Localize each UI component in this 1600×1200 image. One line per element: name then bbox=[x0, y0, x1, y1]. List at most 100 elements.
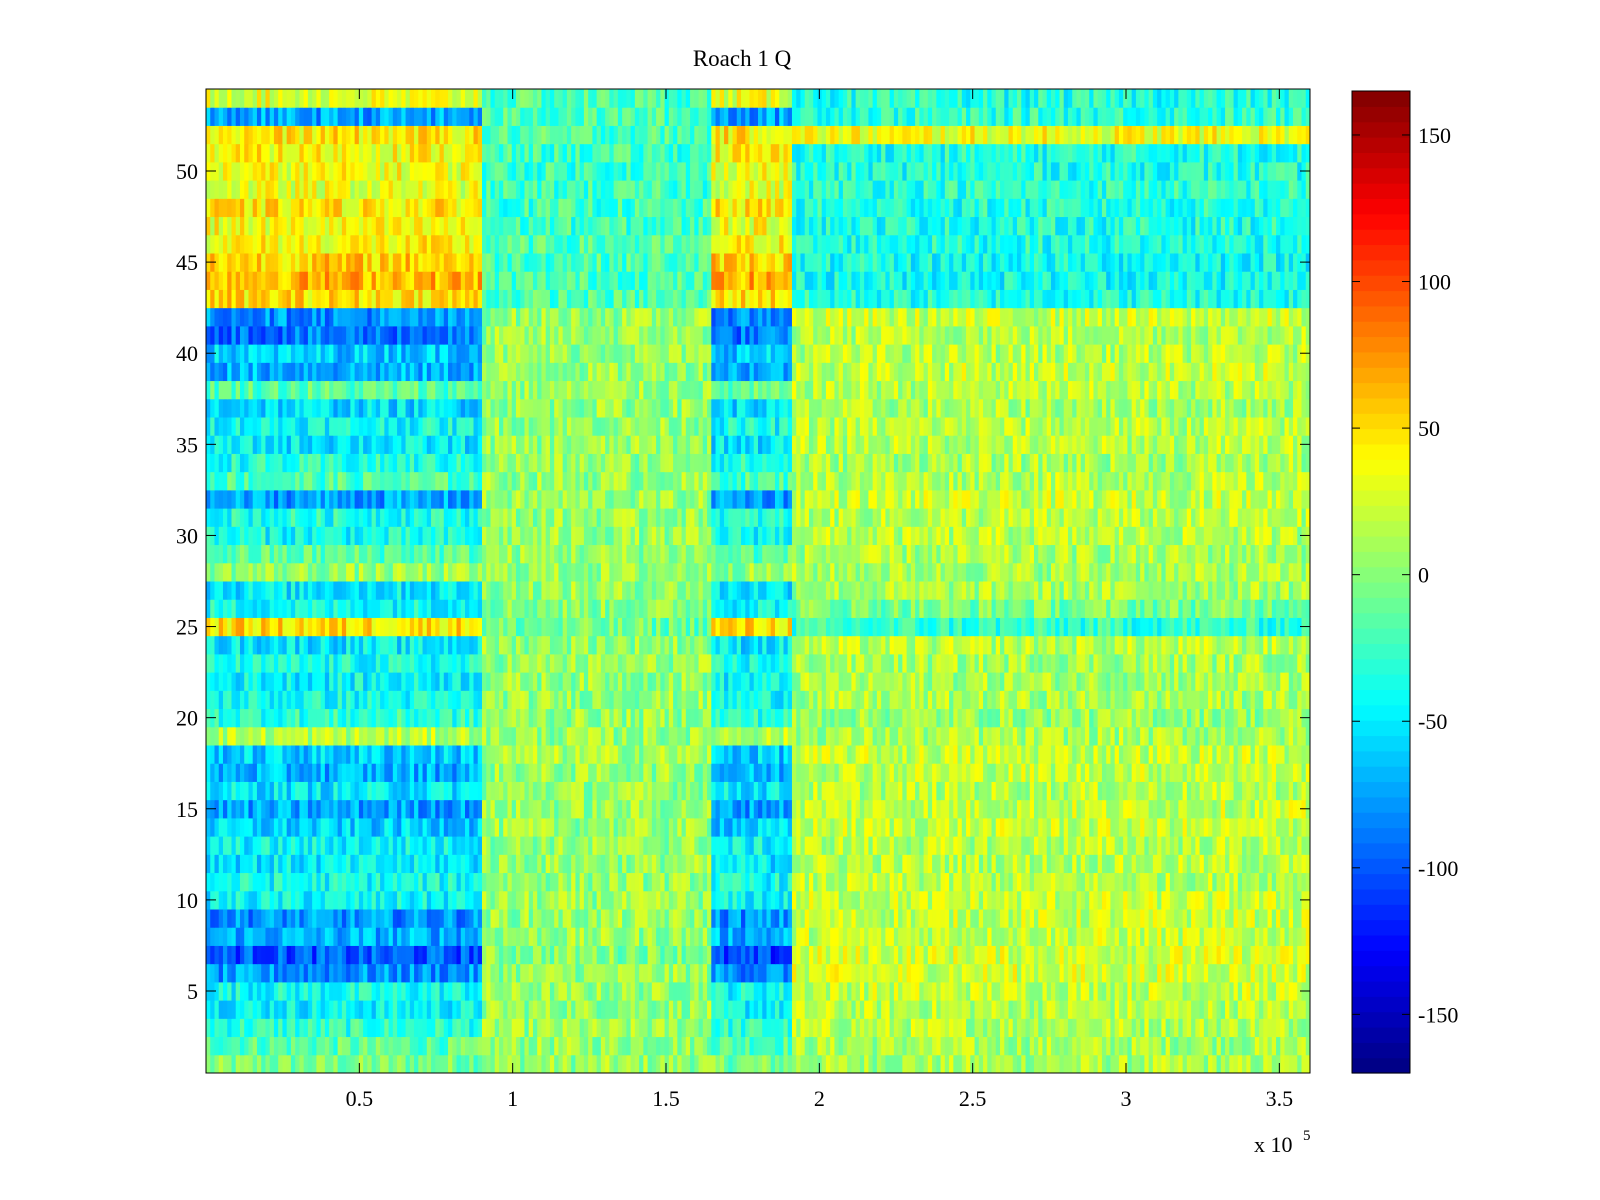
heatmap-cell bbox=[630, 1000, 636, 1019]
heatmap-cell bbox=[1212, 927, 1218, 946]
heatmap-cell bbox=[554, 763, 559, 782]
heatmap-cell bbox=[876, 1018, 882, 1038]
heatmap-cell bbox=[715, 890, 721, 910]
heatmap-cell bbox=[664, 909, 670, 928]
heatmap-cell bbox=[312, 890, 317, 910]
heatmap-cell bbox=[838, 726, 844, 746]
heatmap-cell bbox=[995, 1000, 1001, 1019]
heatmap-cell bbox=[375, 1000, 381, 1019]
heatmap-cell bbox=[1267, 1000, 1273, 1019]
heatmap-cell bbox=[460, 981, 466, 1001]
heatmap-cell bbox=[312, 836, 317, 855]
heatmap-cell bbox=[418, 854, 424, 874]
heatmap-cell bbox=[299, 708, 305, 728]
heatmap-cell bbox=[384, 836, 390, 855]
heatmap-cell bbox=[889, 836, 895, 855]
heatmap-cell bbox=[613, 945, 619, 965]
heatmap-cell bbox=[698, 872, 704, 892]
heatmap-cell bbox=[482, 817, 487, 837]
heatmap-cell bbox=[961, 927, 967, 946]
heatmap-cell bbox=[473, 1000, 479, 1019]
heatmap-cell bbox=[983, 763, 988, 782]
heatmap-cell bbox=[1012, 781, 1018, 801]
heatmap-cell bbox=[1021, 745, 1027, 764]
heatmap-cell bbox=[1042, 836, 1048, 855]
heatmap-cell bbox=[414, 781, 419, 801]
heatmap-cell bbox=[354, 872, 360, 892]
heatmap-cell bbox=[787, 909, 793, 928]
heatmap-cell bbox=[630, 836, 636, 855]
heatmap-cell bbox=[1089, 854, 1094, 874]
heatmap-cell bbox=[753, 945, 759, 965]
heatmap-cell bbox=[545, 1000, 551, 1019]
heatmap-cell bbox=[354, 945, 360, 965]
heatmap-cell bbox=[222, 763, 228, 782]
heatmap-cell bbox=[312, 763, 317, 782]
heatmap-cell bbox=[681, 726, 687, 746]
heatmap-cell bbox=[1148, 817, 1154, 837]
heatmap-cell bbox=[804, 963, 810, 983]
heatmap-cell bbox=[881, 1036, 886, 1056]
heatmap-cell bbox=[995, 781, 1001, 801]
heatmap-cell bbox=[876, 981, 882, 1001]
heatmap-cell bbox=[231, 836, 237, 855]
heatmap-cell bbox=[749, 872, 755, 892]
heatmap-cell bbox=[1038, 726, 1043, 746]
heatmap-cell bbox=[987, 836, 993, 855]
heatmap-cell bbox=[469, 799, 475, 819]
heatmap-cell bbox=[1152, 963, 1158, 983]
heatmap-cell bbox=[452, 1018, 458, 1038]
heatmap-cell bbox=[626, 745, 632, 764]
heatmap-cell bbox=[715, 1036, 721, 1056]
heatmap-cell bbox=[1220, 1000, 1226, 1019]
heatmap-cell bbox=[452, 1000, 458, 1019]
heatmap-cell bbox=[1254, 963, 1260, 983]
heatmap-cell bbox=[1199, 890, 1205, 910]
heatmap-cell bbox=[1140, 836, 1145, 855]
heatmap-cell bbox=[859, 981, 865, 1001]
heatmap-cell bbox=[350, 836, 356, 855]
heatmap-cell bbox=[358, 1054, 364, 1074]
heatmap-cell bbox=[1106, 781, 1111, 801]
heatmap-cell bbox=[401, 963, 407, 983]
heatmap-cell bbox=[1242, 890, 1247, 910]
heatmap-cell bbox=[617, 963, 623, 983]
heatmap-cell bbox=[927, 963, 933, 983]
heatmap-cell bbox=[791, 781, 797, 801]
heatmap-cell bbox=[1182, 745, 1188, 764]
heatmap-cell bbox=[218, 745, 224, 764]
heatmap-cell bbox=[532, 781, 538, 801]
heatmap-cell bbox=[256, 854, 262, 874]
heatmap-cell bbox=[320, 708, 326, 728]
heatmap-cell bbox=[397, 1054, 402, 1074]
heatmap-cell bbox=[1046, 726, 1052, 746]
heatmap-cell bbox=[1144, 836, 1150, 855]
heatmap-cell bbox=[244, 1054, 249, 1074]
heatmap-cell bbox=[1038, 1018, 1043, 1038]
heatmap-cell bbox=[541, 890, 547, 910]
heatmap-cell bbox=[783, 890, 789, 910]
heatmap-cell bbox=[983, 817, 988, 837]
heatmap-cell bbox=[1195, 817, 1201, 837]
heatmap-cell bbox=[685, 927, 691, 946]
heatmap-cell bbox=[222, 1036, 228, 1056]
heatmap-cell bbox=[1042, 927, 1048, 946]
heatmap-cell bbox=[397, 927, 402, 946]
heatmap-cell bbox=[944, 726, 950, 746]
heatmap-cell bbox=[358, 854, 364, 874]
heatmap-cell bbox=[656, 927, 661, 946]
heatmap-cell bbox=[1029, 817, 1035, 837]
heatmap-cell bbox=[1076, 1036, 1082, 1056]
heatmap-cell bbox=[991, 909, 997, 928]
heatmap-cell bbox=[910, 745, 916, 764]
heatmap-cell bbox=[770, 1000, 776, 1019]
heatmap-cell bbox=[337, 854, 343, 874]
heatmap-cell bbox=[214, 1000, 220, 1019]
heatmap-cell bbox=[1157, 854, 1162, 874]
heatmap-cell bbox=[1072, 963, 1077, 983]
heatmap-cell bbox=[265, 836, 271, 855]
heatmap-cell bbox=[566, 927, 572, 946]
heatmap-cell bbox=[1212, 1000, 1218, 1019]
heatmap-cell bbox=[910, 872, 916, 892]
heatmap-cell bbox=[1199, 981, 1205, 1001]
